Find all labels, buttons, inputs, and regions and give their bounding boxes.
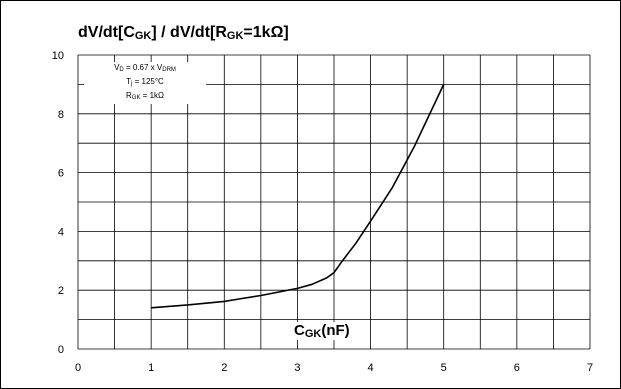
x-tick-label: 5 (441, 362, 447, 374)
y-tick-label: 4 (58, 226, 64, 238)
y-tick-label: 8 (58, 109, 64, 121)
x-tick-label: 1 (148, 362, 154, 374)
condition-vd: VD = 0.67 x VDRM (114, 63, 176, 73)
condition-rgk: RGK = 1kΩ (126, 91, 164, 101)
x-tick-label: 6 (514, 362, 520, 374)
grid-lines (77, 54, 591, 350)
conditions-legend: VD = 0.67 x VDRM Tj = 125°C RGK = 1kΩ (84, 62, 206, 104)
y-tick-label: 10 (52, 50, 64, 62)
x-tick-label: 0 (75, 362, 81, 374)
y-tick-label: 2 (58, 285, 64, 297)
x-axis-label: CGK(nF) (291, 322, 353, 340)
x-tick-label: 7 (587, 362, 593, 374)
condition-tj: Tj = 125°C (126, 77, 164, 87)
y-tick-label: 0 (58, 344, 64, 356)
x-tick-label: 3 (294, 362, 300, 374)
chart-title: dV/dt[CGK] / dV/dt[RGK=1kΩ] (78, 24, 289, 42)
y-tick-label: 6 (58, 168, 64, 180)
x-tick-label: 4 (368, 362, 374, 374)
tick-labels: 0 1 2 3 4 5 6 7 0 2 4 6 8 10 (52, 50, 593, 374)
series-curve (151, 84, 445, 309)
x-tick-label: 2 (221, 362, 227, 374)
